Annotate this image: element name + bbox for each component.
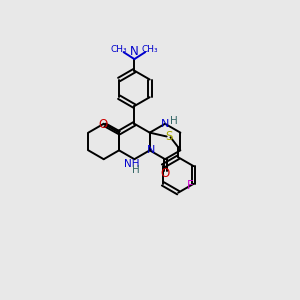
Text: N: N bbox=[130, 45, 139, 58]
Text: O: O bbox=[160, 167, 170, 180]
Text: F: F bbox=[186, 179, 193, 192]
Text: H: H bbox=[170, 116, 178, 127]
Text: NH: NH bbox=[124, 159, 140, 169]
Text: S: S bbox=[165, 130, 172, 143]
Text: CH₃: CH₃ bbox=[111, 45, 127, 54]
Text: H: H bbox=[132, 165, 140, 175]
Text: CH₃: CH₃ bbox=[142, 45, 158, 54]
Text: N: N bbox=[161, 119, 169, 129]
Text: N: N bbox=[147, 145, 155, 155]
Text: O: O bbox=[98, 118, 107, 131]
